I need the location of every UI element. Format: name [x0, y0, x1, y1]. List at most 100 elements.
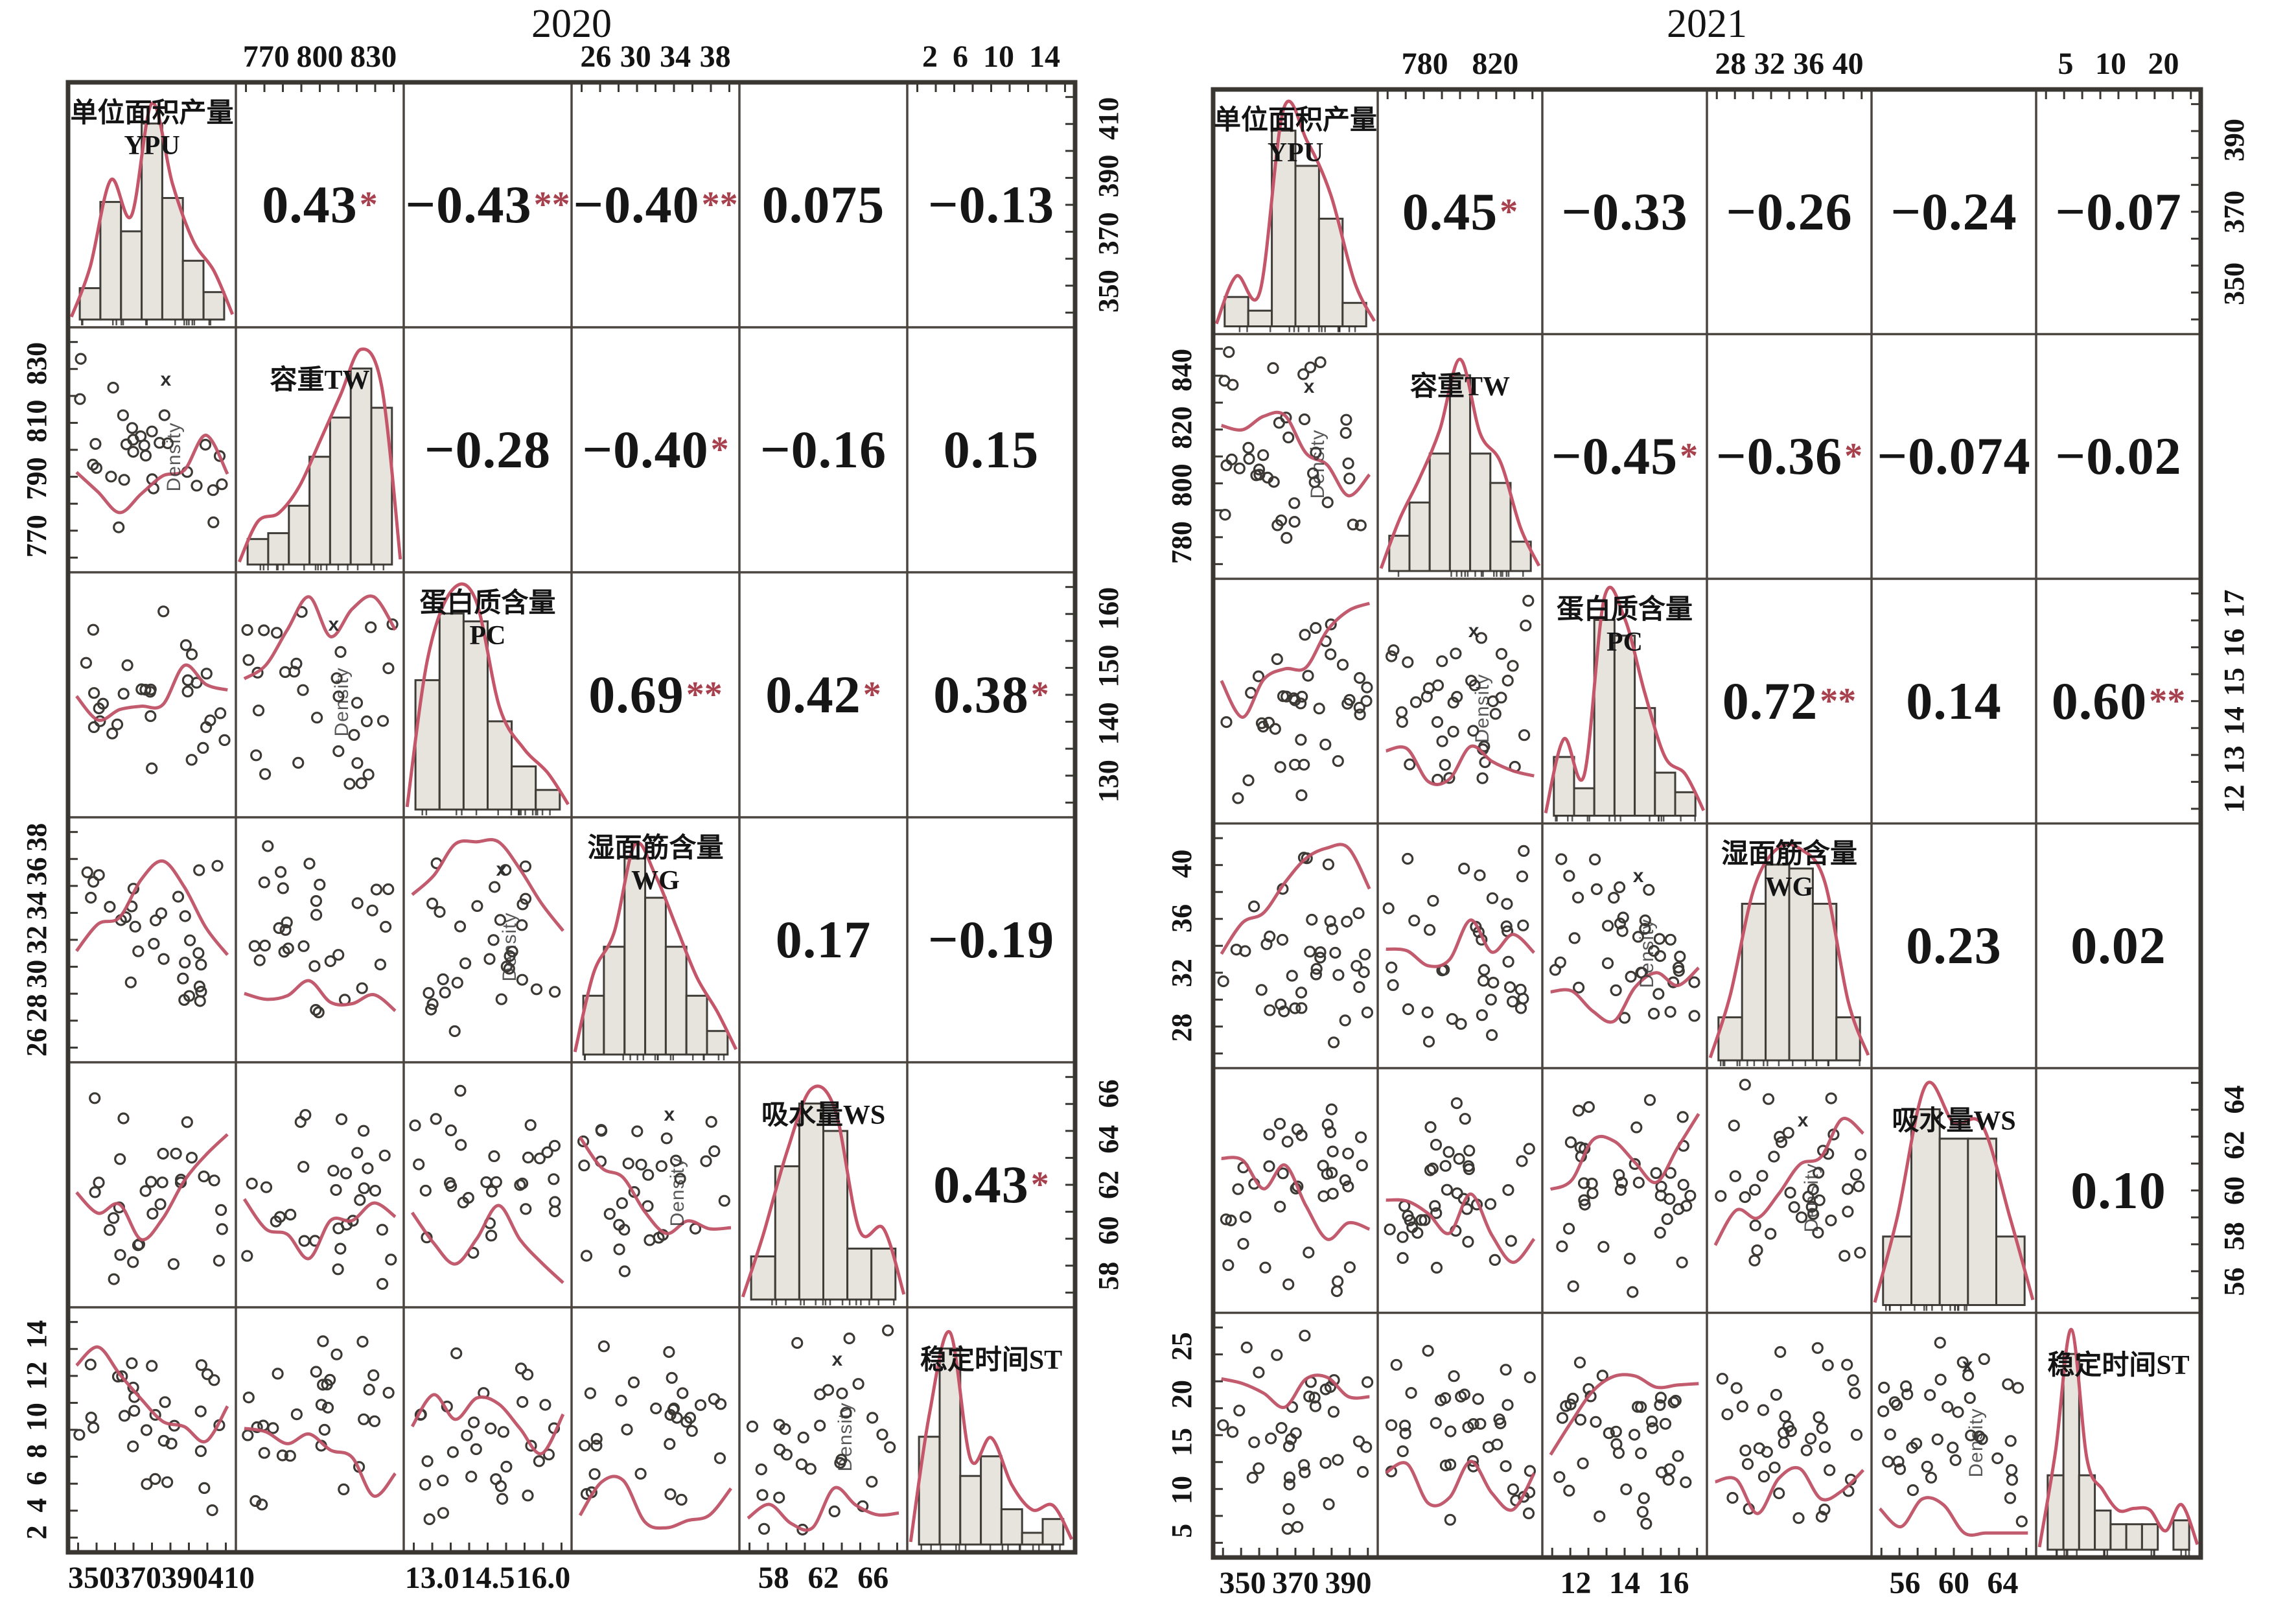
- correlation-cell-r1c4: −0.40 **: [573, 175, 738, 234]
- correlation-value: 0.60: [2051, 671, 2148, 730]
- density-artifact-x-marker: x: [1468, 620, 1479, 642]
- variable-label-PC: 蛋白质含量 PC: [1556, 594, 1693, 658]
- correlation-value: −0.074: [1877, 426, 2031, 486]
- correlation-value: −0.36: [1715, 426, 1843, 486]
- variable-label-PC: 蛋白质含量 PC: [419, 588, 556, 651]
- correlation-value: 0.42: [765, 665, 861, 724]
- correlation-cell-r4c6: 0.02: [2036, 824, 2201, 1069]
- correlation-value: 0.69: [588, 665, 684, 724]
- density-artifact-label: Density: [1800, 1163, 1822, 1233]
- variable-label-WS: 吸水量WS: [761, 1100, 886, 1130]
- correlation-value: −0.19: [927, 910, 1055, 969]
- axis-labels-bottom-col1: 350 370 390 410: [68, 1561, 255, 1595]
- correlation-value: −0.24: [1890, 181, 2017, 241]
- correlation-cell-r2c5: −0.16: [739, 327, 907, 572]
- axis-labels-top-col6: 2 6 10 14: [922, 40, 1060, 74]
- variable-label-YPU: 单位面积产量 YPU: [1213, 105, 1377, 169]
- axis-labels-top-col2: 770 800 830: [242, 40, 397, 74]
- correlation-cell-r4c6: −0.19: [907, 817, 1075, 1062]
- correlation-cell-r1c5: 0.075: [739, 82, 907, 327]
- density-artifact-label: Density: [1636, 918, 1658, 988]
- axis-labels-right-rotated: 12 13 14 15 16 17: [2218, 589, 2250, 813]
- correlation-cell-r2c3: −0.45 *: [1551, 426, 1699, 486]
- density-artifact-x-marker: x: [1962, 1354, 1973, 1376]
- variable-label-TW: 容重TW: [270, 365, 370, 395]
- density-artifact-x-marker: x: [160, 369, 172, 391]
- variable-label-ST: 稳定时间ST: [2047, 1351, 2190, 1381]
- axis-labels-left-row4: 28 32 36 40: [1154, 824, 1209, 1069]
- correlation-value: 0.72: [1722, 671, 1818, 730]
- correlation-value: 0.17: [775, 910, 872, 969]
- correlation-value: 0.45: [1402, 181, 1498, 241]
- density-artifact: Density: [1468, 647, 1497, 770]
- correlation-value: −0.33: [1561, 181, 1688, 241]
- correlation-cell-r3c6: 0.38 *: [933, 665, 1049, 724]
- density-artifact-label: Density: [1471, 673, 1493, 743]
- correlation-cell-r3c5: 0.14: [1872, 579, 2036, 824]
- axis-labels-left-rotated: 5 10 15 20 25: [1165, 1332, 1198, 1539]
- correlation-value: −0.13: [927, 175, 1055, 234]
- correlation-cell-r3c6: 0.60 **: [2051, 671, 2186, 730]
- density-artifact-x-marker: x: [328, 614, 340, 636]
- correlation-cell-r3c4: 0.69 **: [588, 665, 723, 724]
- axis-labels-bottom-col5: 56 60 64: [1889, 1566, 2019, 1600]
- density-artifact: Density: [1962, 1381, 1991, 1504]
- density-artifact-x-marker: x: [496, 859, 507, 881]
- correlation-cell-r1c2: 0.43 *: [262, 175, 378, 234]
- axis-labels-left-rotated: 780 800 820 840: [1165, 349, 1198, 565]
- correlation-value: −0.40: [582, 420, 709, 479]
- panel-title-2020: 2020: [531, 2, 612, 46]
- correlation-value: 0.23: [1906, 916, 2002, 975]
- correlation-value: 0.43: [262, 175, 358, 234]
- correlation-cell-r1c5: −0.24: [1872, 89, 2036, 334]
- correlation-cell-r1c3: −0.33: [1542, 89, 1707, 334]
- correlation-value: 0.43: [933, 1155, 1029, 1214]
- variable-label-WG: 湿面筋含量 WG: [587, 833, 724, 896]
- correlation-value: 0.38: [933, 665, 1029, 724]
- correlation-cell-r1c4: −0.26: [1707, 89, 1872, 334]
- density-artifact-x-marker: x: [1632, 865, 1644, 887]
- density-artifact-x-marker: x: [1797, 1110, 1809, 1132]
- axis-labels-bottom-col1: 350 370 390: [1219, 1566, 1372, 1600]
- density-artifact-label: Density: [1965, 1408, 1987, 1478]
- correlation-value: −0.26: [1726, 181, 1853, 241]
- axis-labels-top-col4: 28 32 36 40: [1715, 47, 1864, 81]
- correlation-value: 0.10: [2070, 1160, 2166, 1220]
- axis-labels-left-row2: 780 800 820 840: [1154, 334, 1209, 579]
- axis-labels-right-row5: 56 58 60 62 64: [2206, 1068, 2262, 1313]
- correlation-cell-r1c3: −0.43 **: [405, 175, 570, 234]
- correlation-cell-r4c5: 0.17: [739, 817, 907, 1062]
- correlation-cell-r2c6: 0.15: [907, 327, 1075, 572]
- correlation-cell-r5c6: 0.10: [2036, 1068, 2201, 1313]
- correlation-cell-r1c6: −0.13: [907, 82, 1075, 327]
- correlation-value: 0.02: [2070, 916, 2166, 975]
- correlation-value: −0.28: [424, 420, 551, 479]
- correlation-value: −0.40: [573, 175, 700, 234]
- density-artifact: Density: [1304, 402, 1332, 525]
- correlation-cell-r1c2: 0.45 *: [1402, 181, 1518, 241]
- axis-labels-top-col4: 26 30 34 38: [580, 40, 731, 74]
- correlation-cell-r3c5: 0.42 *: [765, 665, 881, 724]
- correlation-value: 0.075: [761, 175, 885, 234]
- axis-labels-bottom-col3: 13.0 14.5 16.0: [404, 1561, 571, 1595]
- correlation-cell-r2c3: −0.28: [404, 327, 572, 572]
- correlation-value: −0.02: [2055, 426, 2182, 486]
- density-artifact: Density: [1798, 1137, 1826, 1259]
- panel-title-2021: 2021: [1667, 2, 1747, 46]
- variable-label-WS: 吸水量WS: [1892, 1106, 2016, 1136]
- density-artifact-x-marker: x: [664, 1104, 675, 1126]
- correlation-cell-r2c5: −0.074: [1872, 334, 2036, 579]
- axis-labels-bottom-col3: 12 14 16: [1560, 1566, 1689, 1600]
- axis-labels-right-row1: 350 370 390: [2206, 89, 2262, 334]
- density-artifact-x-marker: x: [831, 1349, 843, 1371]
- correlation-cell-r4c5: 0.23: [1872, 824, 2036, 1069]
- variable-label-TW: 容重TW: [1409, 372, 1510, 402]
- axis-labels-left-row6: 5 10 15 20 25: [1154, 1313, 1209, 1558]
- density-artifact: Density: [1633, 892, 1662, 1014]
- axis-labels-top-col2: 780 820: [1401, 47, 1519, 81]
- variable-label-ST: 稳定时间ST: [920, 1345, 1063, 1375]
- axis-labels-right-rotated: 56 58 60 62 64: [2218, 1085, 2250, 1296]
- correlation-value: 0.15: [943, 420, 1039, 479]
